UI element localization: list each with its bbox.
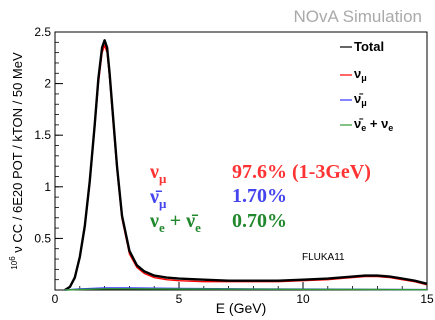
y-tick-label-2: 1.5 (34, 128, 51, 142)
y-axis-title-exp: 6 (8, 256, 17, 261)
annotation-numu-value: 97.6% (1-3GeV) (232, 161, 371, 183)
y-axis-title-main: ν CC / 6E20 POT / kTON / 50 MeV (10, 52, 25, 256)
annotation-numubar-label-sub: μ (159, 196, 167, 211)
legend-label-nue: ν̄e + νe (354, 116, 393, 133)
series-line-0 (64, 39, 428, 292)
x-axis-title: E (GeV) (216, 300, 267, 316)
series-line-3 (64, 288, 428, 291)
annotations: νμ 97.6% (1-3GeV) ν̄μ 1.70% νe + ν̄e 0.7… (149, 161, 371, 235)
plot-frame (54, 31, 428, 291)
annotation-numu-label: νμ (149, 161, 167, 186)
y-axis-title-sup: 10 (10, 260, 19, 269)
annotation-nue-label-plus: + ν̄ (165, 210, 199, 232)
legend: Total νμ ν̄μ ν̄e + νe (340, 39, 393, 133)
legend-label-numubar-sub: μ (361, 98, 367, 108)
annotation-nue-label-sub1: e (159, 220, 165, 235)
annotation-numubar-value: 1.70% (232, 185, 287, 207)
x-tick-label-0: 0 (52, 292, 59, 306)
annotation-nue-label-sub2: e (195, 220, 201, 235)
legend-label-numu: νμ (354, 66, 367, 83)
legend-label-nue-plus: + ν (366, 116, 388, 131)
watermark: NOvA Simulation (294, 7, 423, 26)
legend-label-numu-sub: μ (361, 73, 367, 83)
y-tick-label-0: 0.5 (34, 231, 51, 245)
y-ticks: 0.5 1 1.5 2 2.5 (34, 25, 63, 281)
x-ticks: 0 5 10 15 (52, 282, 434, 306)
legend-label-nue-sub2: e (388, 123, 393, 133)
y-tick-label-4: 2.5 (34, 25, 51, 39)
annotation-numubar-label: ν̄μ (149, 186, 167, 211)
legend-label-nue-sub1: e (361, 123, 366, 133)
y-axis-title: 106 ν CC / 6E20 POT / kTON / 50 MeV (8, 52, 25, 270)
svg-text:106 ν CC / 6E20 POT / kTON / 5: 106 ν CC / 6E20 POT / kTON / 50 MeV (8, 52, 25, 270)
annotation-nue-label: νe + ν̄e (149, 210, 201, 235)
x-tick-label-3: 15 (420, 292, 434, 306)
y-tick-label-3: 2 (44, 77, 51, 91)
annotation-numu-label-sub: μ (159, 171, 167, 186)
annotation-nue-value: 0.70% (232, 210, 287, 232)
legend-label-numubar: ν̄μ (354, 91, 367, 108)
y-tick-label-1: 1 (44, 180, 51, 194)
x-tick-label-1: 5 (176, 292, 183, 306)
x-tick-label-2: 10 (296, 292, 310, 306)
annotation-fluka: FLUKA11 (302, 252, 345, 263)
legend-label-total: Total (354, 39, 384, 54)
series-layer (64, 39, 428, 292)
